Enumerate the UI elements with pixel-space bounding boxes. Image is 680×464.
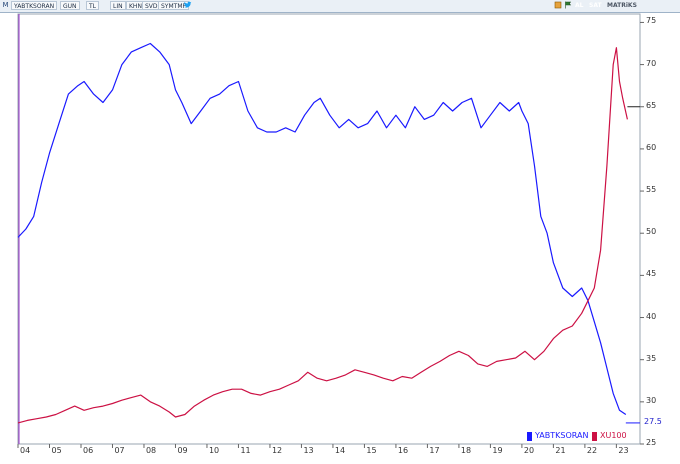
y-tick-label: 75 — [646, 16, 657, 26]
symbol-selector[interactable]: YABTKSORAN — [11, 1, 58, 10]
twitter-icon[interactable] — [183, 1, 192, 10]
x-tick-label: 04 — [20, 446, 31, 455]
scale-selector[interactable]: LIN — [110, 1, 126, 10]
series-line-yabtksoran — [17, 42, 627, 415]
x-tick-label: 12 — [271, 446, 283, 455]
grid-layer — [17, 13, 644, 448]
x-tick-label: 17 — [429, 446, 440, 455]
y-tick-label: 65 — [646, 100, 657, 110]
x-tick-label: 23 — [618, 446, 629, 455]
x-tick-label: 20 — [523, 446, 535, 455]
chart-toolbar: M YABTKSORAN GUN TL LIN KHN SVD SYMTMP A… — [0, 0, 680, 13]
plot-frame — [17, 13, 641, 445]
paint-icon[interactable] — [553, 1, 562, 10]
x-tick-label: 11 — [240, 446, 251, 455]
x-tick-label: 07 — [114, 446, 125, 455]
x-tick-label: 10 — [208, 446, 220, 455]
x-tick-label: 05 — [51, 446, 62, 455]
x-tick-label: 19 — [492, 446, 503, 455]
y-tick-label: 55 — [646, 185, 657, 195]
last-value-label: 27.5 — [644, 416, 662, 426]
series-line-xu100 — [17, 47, 628, 424]
y-tick-label: 40 — [646, 311, 657, 321]
menu-icon[interactable]: M — [2, 1, 9, 9]
x-tick-label: 18 — [460, 446, 472, 455]
y-tick-label: 45 — [646, 269, 657, 279]
x-tick-label: 13 — [303, 446, 314, 455]
x-tick-label: 09 — [177, 446, 188, 455]
brand-logo: MATRiKS — [607, 2, 637, 9]
x-tick-label: 22 — [586, 446, 598, 455]
x-tick-label: 06 — [82, 446, 94, 455]
x-tick-label: 14 — [334, 446, 346, 455]
x-tick-label: 21 — [555, 446, 566, 455]
series-layer — [17, 42, 640, 424]
legend-label-yabtksoran: YABTKSORAN — [535, 431, 589, 440]
y-tick-label: 35 — [646, 353, 657, 363]
legend-swatch-xu100 — [592, 432, 597, 441]
flag-icon[interactable] — [563, 1, 572, 10]
period-selector[interactable]: GUN — [60, 1, 80, 10]
legend-swatch-yabtksoran — [527, 432, 532, 441]
buy-badge[interactable]: AL — [575, 2, 584, 9]
x-tick-label: 08 — [145, 446, 157, 455]
legend-label-xu100: XU100 — [600, 431, 627, 440]
x-tick-label: 15 — [366, 446, 377, 455]
y-tick-label: 50 — [646, 227, 657, 237]
y-tick-label: 30 — [646, 395, 657, 405]
y-tick-label: 70 — [646, 58, 657, 68]
currency-selector[interactable]: TL — [86, 1, 100, 10]
x-tick-label: 16 — [397, 446, 409, 455]
y-tick-label: 60 — [646, 142, 657, 152]
y-tick-label: 25 — [646, 438, 657, 447]
sell-badge[interactable]: SAT — [589, 2, 602, 9]
